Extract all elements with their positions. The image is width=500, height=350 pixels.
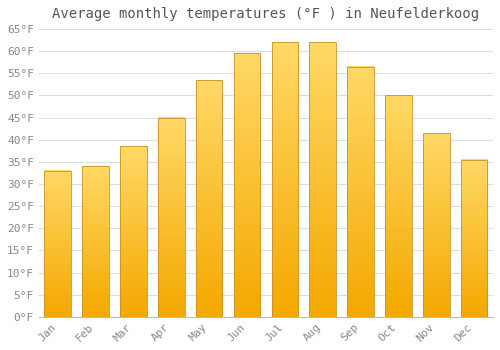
Bar [423,133,450,317]
Title: Average monthly temperatures (°F ) in Neufelderkoog: Average monthly temperatures (°F ) in Ne… [52,7,480,21]
Bar [461,160,487,317]
Bar [272,42,298,317]
Bar [44,171,71,317]
Bar [196,80,222,317]
Bar [234,54,260,317]
Bar [385,96,411,317]
Bar [310,42,336,317]
Bar [158,118,184,317]
Bar [82,166,109,317]
Bar [120,146,146,317]
Bar [348,67,374,317]
